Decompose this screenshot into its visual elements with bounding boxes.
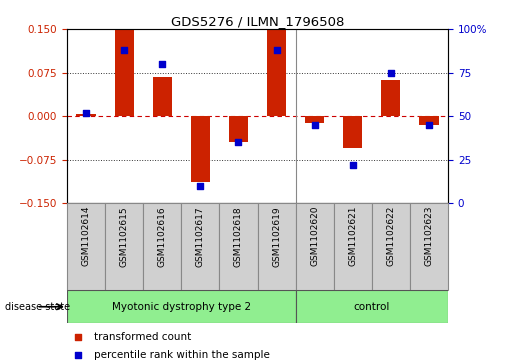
Bar	[296, 203, 334, 290]
Bar	[410, 203, 448, 290]
Bar	[181, 203, 219, 290]
Text: control: control	[354, 302, 390, 312]
Bar	[344, 116, 363, 148]
Bar	[419, 116, 439, 125]
Bar	[191, 116, 210, 182]
Text: GSM1102618: GSM1102618	[234, 206, 243, 266]
Bar	[229, 116, 248, 142]
Bar	[153, 77, 172, 116]
Point	[425, 122, 433, 128]
Bar	[382, 80, 401, 116]
Bar	[105, 203, 143, 290]
Text: transformed count: transformed count	[94, 332, 191, 342]
Bar	[372, 203, 410, 290]
Title: GDS5276 / ILMN_1796508: GDS5276 / ILMN_1796508	[171, 15, 344, 28]
Text: GSM1102617: GSM1102617	[196, 206, 205, 266]
Point	[74, 352, 82, 358]
Bar	[296, 290, 448, 323]
Point	[82, 110, 90, 115]
Bar	[305, 116, 324, 123]
Point	[387, 70, 395, 76]
Bar	[258, 203, 296, 290]
Text: disease state: disease state	[5, 302, 70, 312]
Bar	[67, 290, 296, 323]
Point	[120, 47, 128, 53]
Text: GSM1102620: GSM1102620	[310, 206, 319, 266]
Bar	[267, 30, 286, 116]
Bar	[114, 30, 134, 116]
Text: GSM1102619: GSM1102619	[272, 206, 281, 266]
Point	[349, 162, 357, 168]
Point	[311, 122, 319, 128]
Point	[272, 47, 281, 53]
Bar	[143, 203, 181, 290]
Point	[234, 139, 243, 145]
Point	[74, 334, 82, 340]
Bar	[76, 114, 96, 116]
Text: percentile rank within the sample: percentile rank within the sample	[94, 350, 269, 360]
Text: GSM1102621: GSM1102621	[348, 206, 357, 266]
Bar	[219, 203, 258, 290]
Bar	[67, 203, 105, 290]
Text: GSM1102623: GSM1102623	[424, 206, 434, 266]
Point	[196, 183, 204, 189]
Text: Myotonic dystrophy type 2: Myotonic dystrophy type 2	[112, 302, 251, 312]
Text: GSM1102614: GSM1102614	[81, 206, 91, 266]
Bar	[334, 203, 372, 290]
Text: GSM1102615: GSM1102615	[119, 206, 129, 266]
Text: GSM1102622: GSM1102622	[386, 206, 396, 266]
Point	[158, 61, 166, 67]
Text: GSM1102616: GSM1102616	[158, 206, 167, 266]
